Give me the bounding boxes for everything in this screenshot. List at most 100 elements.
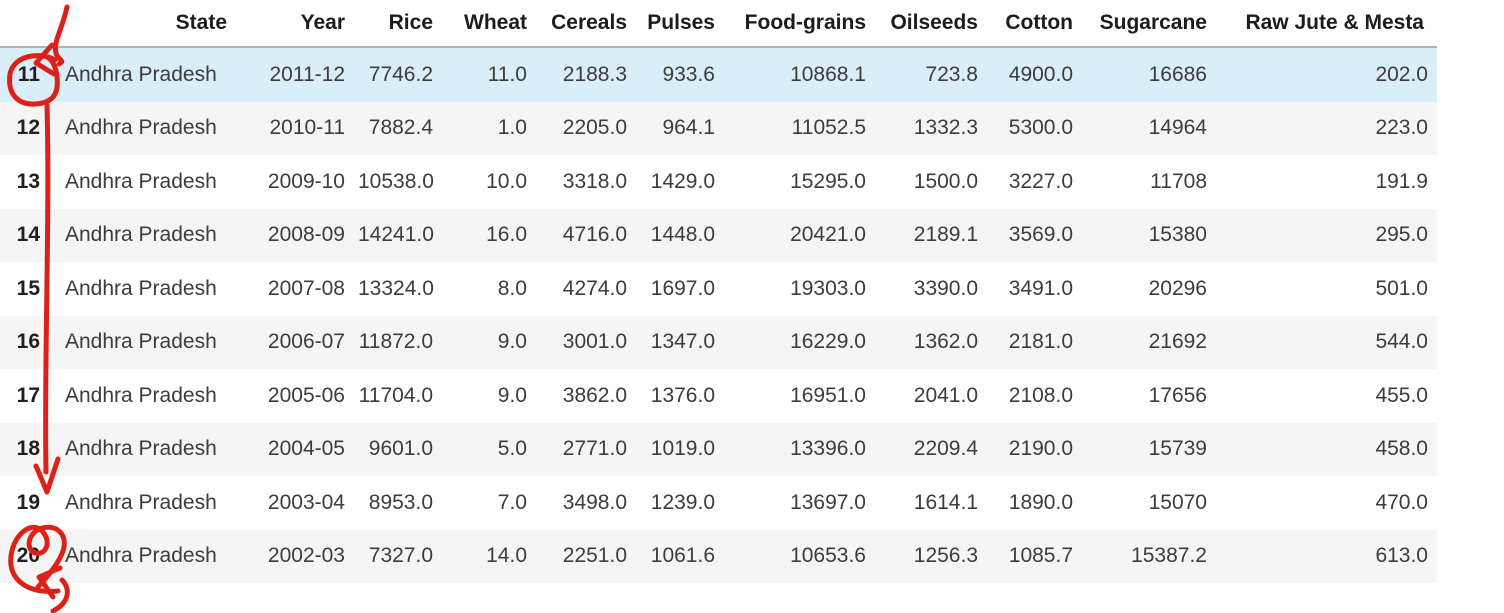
cell-pulses: 1376.0: [650, 383, 715, 407]
column-header-raw_jute_mesta: Raw Jute & Mesta: [1220, 0, 1437, 48]
cell-wheat: 9.0: [497, 383, 527, 407]
cell-wheat: 1.0: [497, 116, 527, 140]
column-header-state: State: [48, 0, 240, 48]
cell-raw_jute_mesta: 501.0: [1375, 276, 1428, 300]
table-row-18[interactable]: 18 Andhra Pradesh 2004-05 9601.0 5.0 2771.0 10…: [0, 422, 1437, 476]
cell-cereals: 2188.3: [562, 62, 627, 86]
cell-cereals: 4716.0: [562, 223, 627, 247]
cell-wheat: 11.0: [487, 62, 527, 86]
cell-sugarcane: 15070: [1148, 490, 1207, 514]
cell-oilseeds: 1614.1: [913, 490, 978, 514]
cell-sugarcane: 15387.2: [1131, 544, 1207, 568]
column-header-food_grains: Food-grains: [728, 0, 879, 48]
cell-pulses: 1239.0: [650, 490, 715, 514]
cell-food_grains: 15295.0: [790, 169, 866, 193]
cell-raw_jute_mesta: 202.0: [1375, 62, 1428, 86]
cell-food_grains: 13697.0: [790, 490, 866, 514]
cell-food_grains: 10653.6: [790, 544, 866, 568]
cell-oilseeds: 1332.3: [913, 116, 978, 140]
column-header-oilseeds: Oilseeds: [879, 0, 991, 48]
cell-state: Andhra Pradesh: [65, 490, 217, 514]
cell-wheat: 9.0: [497, 330, 527, 354]
cell-rice: 9601.0: [368, 437, 433, 461]
cell-year: 2003-04: [267, 490, 345, 514]
cell-rownum: 20: [16, 544, 40, 568]
column-header-sugarcane: Sugarcane: [1086, 0, 1220, 48]
table-row-15[interactable]: 15 Andhra Pradesh 2007-08 13324.0 8.0 4274.0 1…: [0, 262, 1437, 316]
cell-sugarcane: 16686: [1148, 62, 1207, 86]
cell-food_grains: 11052.5: [791, 116, 866, 140]
table-row-13[interactable]: 13 Andhra Pradesh 2009-10 10538.0 10.0 3318.0…: [0, 155, 1437, 209]
cell-wheat: 16.0: [486, 223, 527, 247]
cell-food_grains: 16229.0: [790, 330, 866, 354]
cell-oilseeds: 1256.3: [913, 544, 978, 568]
cell-oilseeds: 2041.0: [913, 383, 978, 407]
cell-sugarcane: 20296: [1148, 276, 1207, 300]
cell-rownum: 13: [16, 169, 40, 193]
cell-rownum: 17: [16, 383, 40, 407]
cell-state: Andhra Pradesh: [65, 437, 217, 461]
cell-wheat: 7.0: [497, 490, 527, 514]
cell-pulses: 1347.0: [650, 330, 715, 354]
cell-state: Andhra Pradesh: [65, 62, 217, 86]
cell-cereals: 2771.0: [562, 437, 627, 461]
cell-oilseeds: 1500.0: [913, 169, 978, 193]
cell-cotton: 2181.0: [1008, 330, 1073, 354]
cell-rownum: 14: [16, 223, 40, 247]
cell-state: Andhra Pradesh: [65, 383, 217, 407]
cell-pulses: 964.1: [662, 116, 715, 140]
cell-year: 2010-11: [269, 116, 345, 140]
cell-sugarcane: 14964: [1148, 116, 1207, 140]
cell-sugarcane: 15739: [1148, 437, 1207, 461]
cell-cotton: 1085.7: [1008, 544, 1073, 568]
table-header: State Year Rice Wheat Cereals Pulses Food-grai…: [0, 0, 1437, 48]
cell-cotton: 3491.0: [1008, 276, 1073, 300]
cell-raw_jute_mesta: 458.0: [1375, 437, 1428, 461]
cell-food_grains: 13396.0: [790, 437, 866, 461]
column-header-index: [0, 0, 48, 48]
state-crop-production-table: State Year Rice Wheat Cereals Pulses Food-grai…: [0, 0, 1437, 583]
cell-year: 2002-03: [267, 544, 345, 568]
cell-food_grains: 16951.0: [790, 383, 866, 407]
cell-state: Andhra Pradesh: [65, 169, 217, 193]
cell-cereals: 4274.0: [562, 276, 627, 300]
table-row-16[interactable]: 16 Andhra Pradesh 2006-07 11872.0 9.0 3001.0 1…: [0, 315, 1437, 369]
table-header-row: State Year Rice Wheat Cereals Pulses Food-grai…: [0, 0, 1437, 48]
cell-pulses: 1429.0: [650, 169, 715, 193]
cell-cereals: 3498.0: [562, 490, 627, 514]
cell-cereals: 3001.0: [562, 330, 627, 354]
cell-rownum: 16: [16, 330, 40, 354]
table-body: 11 Andhra Pradesh 2011-12 7746.2 11.0 2188.3 9…: [0, 47, 1437, 583]
table-row-17[interactable]: 17 Andhra Pradesh 2005-06 11704.0 9.0 3862.0 1…: [0, 369, 1437, 423]
cell-sugarcane: 15380: [1148, 223, 1207, 247]
cell-cotton: 3227.0: [1008, 169, 1073, 193]
cell-year: 2007-08: [267, 276, 345, 300]
table-row-11[interactable]: 11 Andhra Pradesh 2011-12 7746.2 11.0 2188.3 9…: [0, 47, 1437, 102]
cell-oilseeds: 2209.4: [913, 437, 978, 461]
cell-rice: 8953.0: [368, 490, 433, 514]
cell-sugarcane: 21692: [1148, 330, 1207, 354]
cell-cereals: 2205.0: [562, 116, 627, 140]
cell-year: 2005-06: [267, 383, 345, 407]
table-row-19[interactable]: 19 Andhra Pradesh 2003-04 8953.0 7.0 3498.0 12…: [0, 476, 1437, 530]
cell-rice: 7882.4: [368, 116, 433, 140]
cell-rice: 10538.0: [358, 169, 434, 193]
cell-oilseeds: 3390.0: [913, 276, 978, 300]
cell-pulses: 1448.0: [650, 223, 715, 247]
cell-rice: 7327.0: [368, 544, 433, 568]
cell-cotton: 2108.0: [1008, 383, 1073, 407]
table-row-12[interactable]: 12 Andhra Pradesh 2010-11 7882.4 1.0 2205.0 96…: [0, 101, 1437, 155]
cell-cereals: 3862.0: [562, 383, 627, 407]
cell-year: 2011-12: [269, 62, 345, 86]
cell-food_grains: 20421.0: [790, 223, 866, 247]
column-header-cereals: Cereals: [540, 0, 640, 48]
cell-state: Andhra Pradesh: [65, 276, 217, 300]
cell-oilseeds: 1362.0: [913, 330, 978, 354]
table-row-20[interactable]: 20 Andhra Pradesh 2002-03 7327.0 14.0 2251.0 1…: [0, 529, 1437, 583]
table-row-14[interactable]: 14 Andhra Pradesh 2008-09 14241.0 16.0 4716.0…: [0, 208, 1437, 262]
column-header-wheat: Wheat: [446, 0, 540, 48]
cell-raw_jute_mesta: 470.0: [1375, 490, 1428, 514]
cell-cotton: 2190.0: [1008, 437, 1073, 461]
cell-cotton: 1890.0: [1008, 490, 1073, 514]
